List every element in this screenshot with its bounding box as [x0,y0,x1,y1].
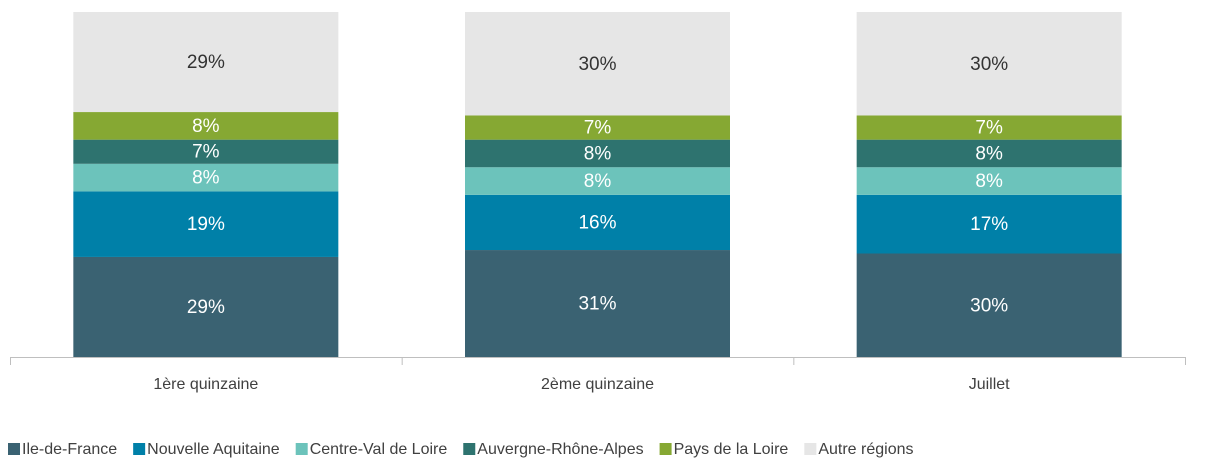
bar-segment [465,139,730,168]
x-tick-label: 2ème quinzaine [541,376,654,393]
legend-swatch [659,443,672,455]
bar-segment [856,115,1122,140]
data-label: 8% [975,171,1003,192]
data-label: 17% [970,214,1008,235]
legend-swatch [133,443,146,455]
data-label: 7% [975,118,1003,139]
data-label: 8% [584,143,612,164]
bar-segment [73,12,339,113]
legend-label: Ile-de-France [22,441,117,458]
legend-label: Autre régions [818,441,913,458]
data-label: 31% [578,294,616,315]
data-label: 30% [578,54,616,75]
legend-swatch [295,443,308,455]
legend-label: Nouvelle Aquitaine [147,441,280,458]
data-label: 30% [970,295,1008,316]
data-label: 8% [192,168,220,189]
data-label: 30% [970,54,1008,75]
bar-segment [465,167,730,195]
bar-segment [856,167,1122,195]
bar-segment [73,256,339,357]
bar-segment [856,194,1122,254]
x-tick-label: 1ère quinzaine [153,376,258,393]
legend-label: Pays de la Loire [674,441,789,458]
data-label: 8% [975,143,1003,164]
bar-segment [465,115,730,140]
bar-segment [73,163,339,192]
bar-segment [856,12,1122,116]
bar-segment [465,12,730,116]
bar-segment [856,139,1122,168]
legend-swatch [463,443,476,455]
bar-segment [465,194,730,251]
data-label: 29% [187,52,225,73]
legend-swatch [804,443,817,455]
data-label: 7% [192,142,220,163]
x-tick-label: Juillet [969,376,1010,393]
data-label: 19% [187,214,225,235]
bar-segment [73,191,339,257]
bar-segment [73,139,339,164]
data-label: 29% [187,297,225,318]
bar-segment [73,112,339,140]
data-label: 7% [584,118,612,139]
legend-swatch [8,443,20,455]
legend-label: Auvergne-Rhône-Alpes [477,441,643,458]
legend-label: Centre-Val de Loire [310,441,448,458]
bar-segment [856,253,1122,357]
bar-segment [465,250,730,357]
data-label: 8% [192,116,220,137]
data-label: 8% [584,171,612,192]
data-label: 16% [578,212,616,233]
